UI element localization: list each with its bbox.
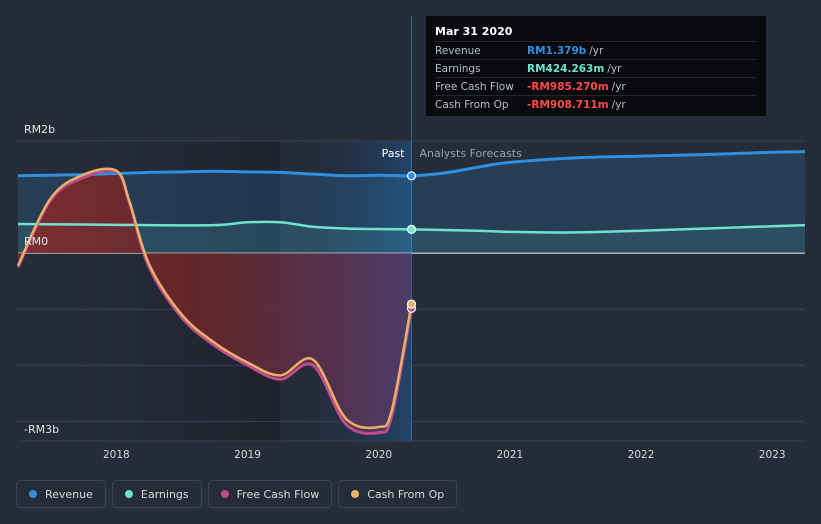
y-tick-label: RM0 xyxy=(24,235,48,248)
free-cash-flow-line xyxy=(16,168,413,436)
revenue-area xyxy=(18,151,805,254)
tooltip-value: RM1.379b xyxy=(527,44,587,57)
earnings-marker xyxy=(406,224,417,234)
tooltip-date: Mar 31 2020 xyxy=(435,25,513,38)
legend-dot-icon xyxy=(351,490,360,498)
legend-label: Revenue xyxy=(45,487,93,501)
tooltip-label: Free Cash Flow xyxy=(435,80,514,93)
tooltip-row-earnings: Earnings RM424.263m /yr xyxy=(435,59,757,77)
tooltip-unit: /yr xyxy=(611,80,626,93)
tooltip-label: Cash From Op xyxy=(435,98,509,111)
x-tick-label: 2019 xyxy=(234,449,261,461)
x-tick-label: 2023 xyxy=(759,449,786,461)
tooltip-value: -RM908.711m xyxy=(527,98,609,111)
tooltip-unit: /yr xyxy=(607,62,622,75)
tooltip-label: Earnings xyxy=(435,62,481,75)
legend-dot-icon xyxy=(29,490,37,498)
tooltip-row-free-cash-flow: Free Cash Flow -RM985.270m /yr xyxy=(435,77,757,95)
revenue-line xyxy=(17,150,806,178)
x-tick-label: 2022 xyxy=(628,449,655,461)
tooltip-unit: /yr xyxy=(611,98,626,111)
tooltip-value: RM424.263m xyxy=(527,62,605,75)
y-tick-label: RM2b xyxy=(24,123,55,136)
y-tick-label: -RM3b xyxy=(24,423,59,436)
earnings-line xyxy=(17,220,806,234)
x-tick-label: 2021 xyxy=(497,449,524,461)
cash-from-op-line xyxy=(16,167,413,430)
tooltip-label: Revenue xyxy=(435,44,481,57)
legend-label: Earnings xyxy=(140,487,189,501)
legend-label: Cash From Op xyxy=(367,487,445,501)
tooltip-row-revenue: Revenue RM1.379b /yr xyxy=(435,41,757,59)
legend-item-earnings[interactable]: Earnings xyxy=(111,480,202,508)
past-label: Past xyxy=(382,147,406,160)
x-tick-label: 2018 xyxy=(103,449,130,461)
legend-dot-icon xyxy=(124,490,133,498)
legend-item-cash-from-op[interactable]: Cash From Op xyxy=(338,480,458,508)
revenue-marker xyxy=(406,171,417,181)
forecast-label: Analysts Forecasts xyxy=(420,147,523,160)
tooltip: Mar 31 2020 Revenue RM1.379b /yr Earning… xyxy=(426,16,766,116)
cash-from-op-marker xyxy=(406,299,417,309)
legend-item-free-cash-flow[interactable]: Free Cash Flow xyxy=(207,480,333,508)
x-tick-label: 2020 xyxy=(365,449,392,461)
free-cash-flow-area xyxy=(18,170,412,434)
tooltip-unit: /yr xyxy=(589,44,604,57)
chart-canvas: RM2b RM0 -RM3b 2018 2019 2020 2021 2022 2023 Past… xyxy=(16,16,806,461)
tooltip-row-cash-from-op: Cash From Op -RM908.711m /yr xyxy=(435,95,757,113)
legend: Revenue Earnings Free Cash Flow Cash Fro… xyxy=(16,480,458,508)
legend-label: Free Cash Flow xyxy=(236,487,320,501)
legend-item-revenue[interactable]: Revenue xyxy=(16,480,106,508)
earnings-area xyxy=(18,221,805,254)
tooltip-value: -RM985.270m xyxy=(527,80,609,93)
legend-dot-icon xyxy=(220,490,229,498)
